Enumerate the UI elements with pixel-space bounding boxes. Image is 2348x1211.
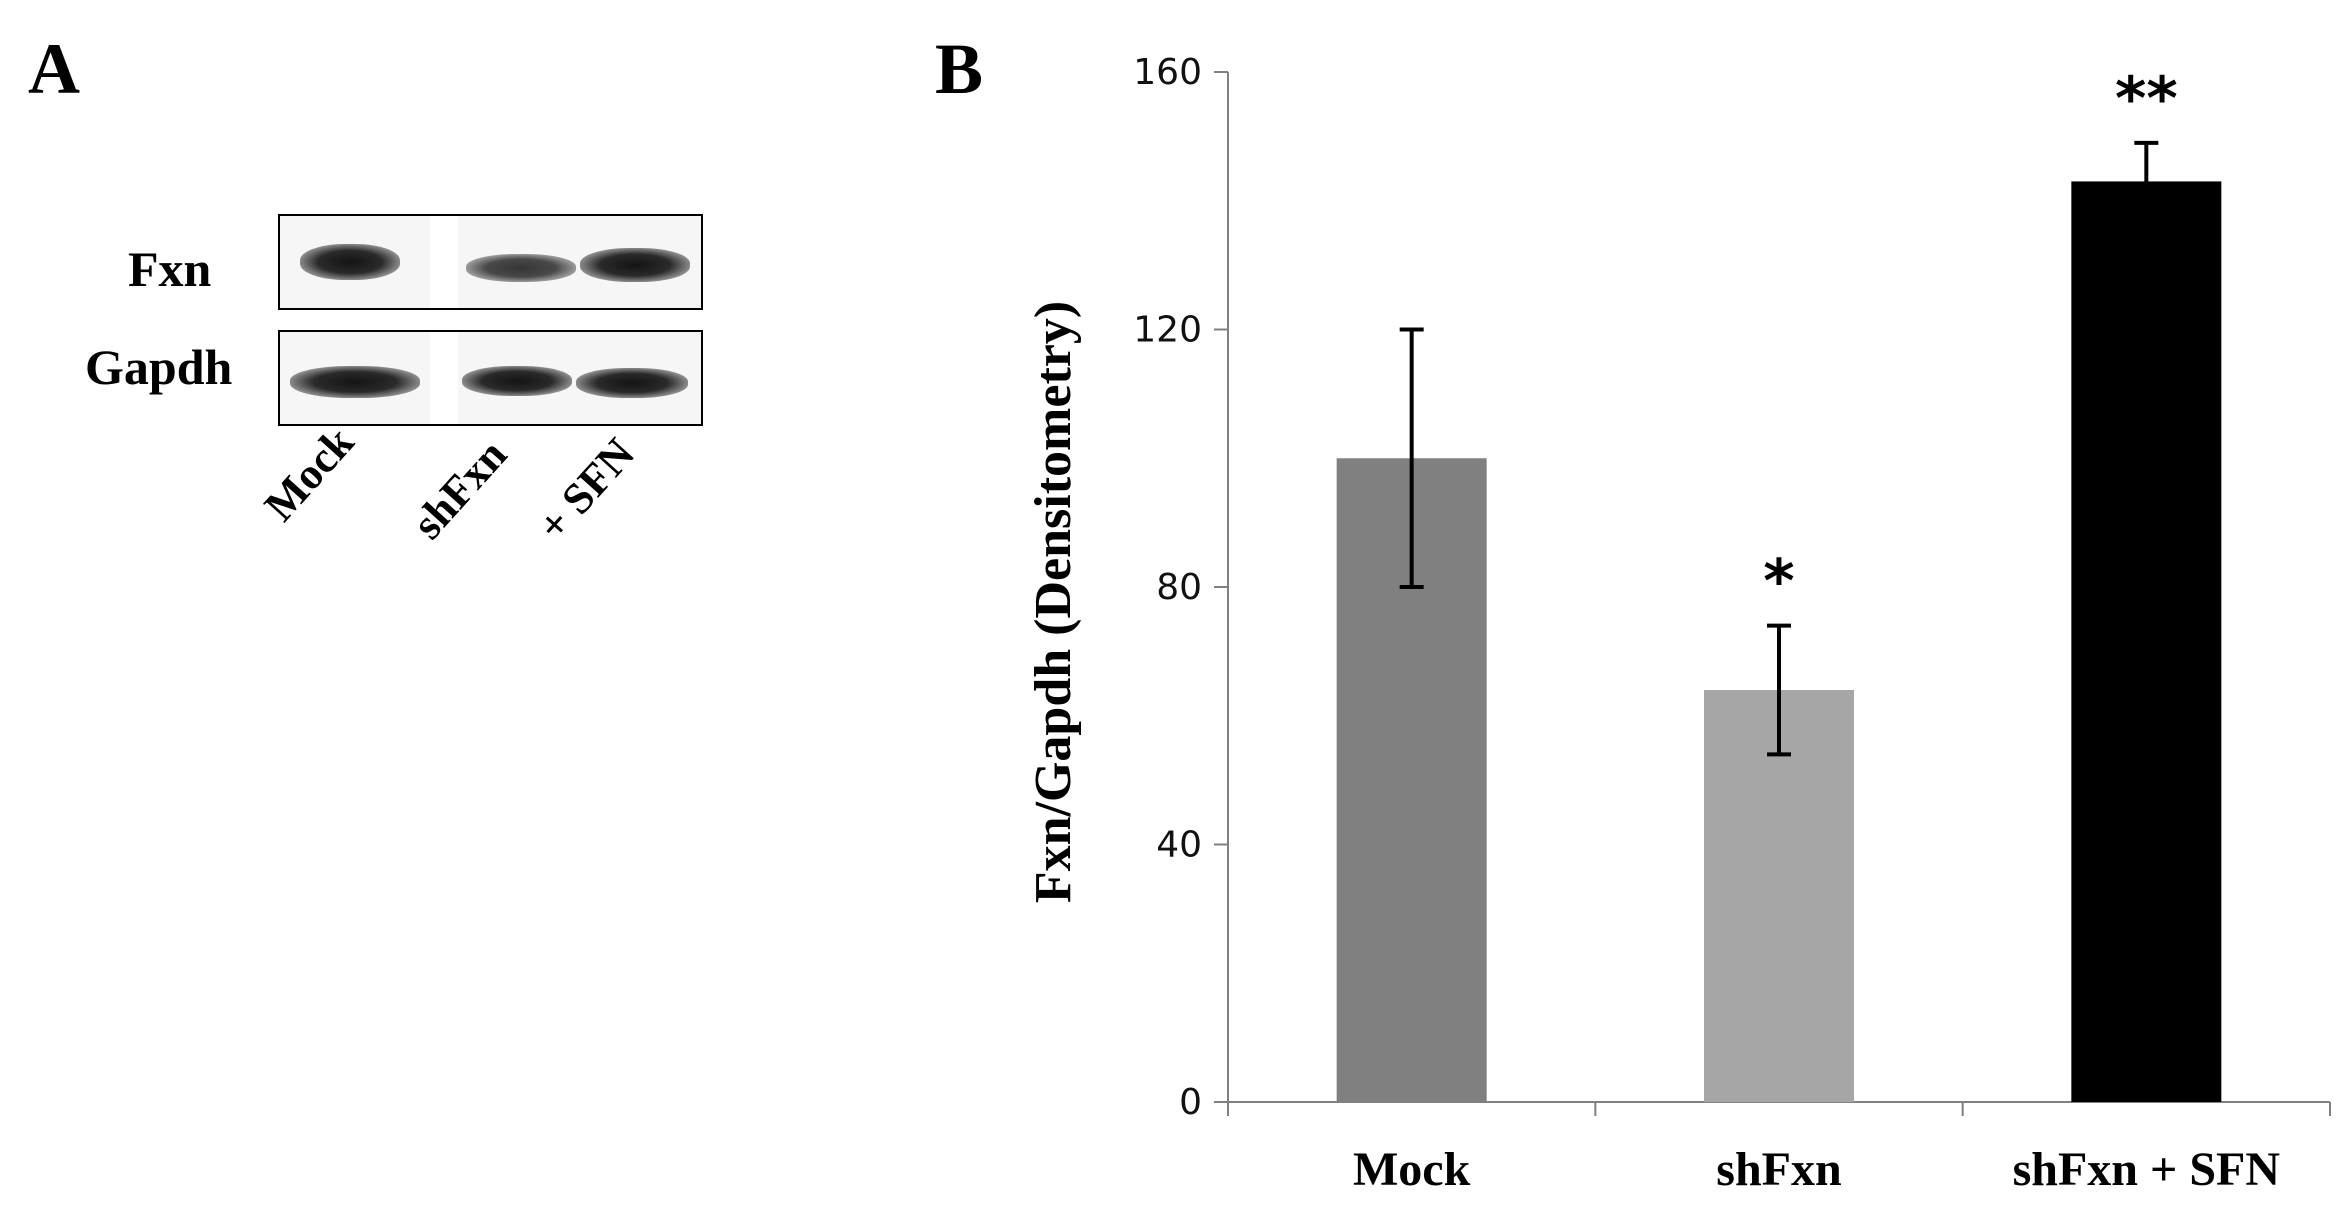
chart-labels: Mock * shFxn ** shFxn + SFN: [1353, 64, 2280, 1196]
bar-shfxn: [1704, 690, 1854, 1102]
x-category-label: shFxn: [1716, 1143, 1841, 1196]
y-tick-label: 160: [1133, 52, 1202, 93]
blot-band-gapdh-mock: [290, 366, 420, 398]
blot-band-gapdh-sfn: [576, 368, 688, 398]
blot-gapdh-strip: [278, 330, 703, 426]
chart-bars: [1336, 140, 2222, 1102]
blot-lane-gap: [430, 332, 458, 424]
y-tick-label: 120: [1133, 310, 1202, 351]
bar-shfxn-sfn: [2071, 181, 2222, 1102]
blot-band-fxn-shfxn: [466, 254, 576, 282]
blot-fxn-strip: [278, 214, 703, 310]
y-axis-label: Fxn/Gapdh (Densitometry): [1025, 301, 1082, 903]
blot-lane-gap: [430, 216, 458, 308]
blot-row-label-gapdh: Gapdh: [85, 339, 233, 395]
panel-b-letter: B: [935, 29, 984, 109]
x-category-label: Mock: [1353, 1143, 1471, 1196]
y-tick-label: 40: [1156, 825, 1202, 866]
y-tick-label: 80: [1156, 567, 1202, 608]
panel-a-letter: A: [28, 29, 80, 109]
blot-row-label-fxn: Fxn: [128, 241, 212, 297]
significance-marker: **: [2115, 64, 2178, 134]
significance-marker: *: [1763, 547, 1794, 617]
blot-band-gapdh-shfxn: [462, 366, 572, 396]
blot-band-fxn-mock: [300, 244, 400, 280]
blot-band-fxn-sfn: [580, 248, 690, 282]
y-tick-label: 0: [1179, 1082, 1202, 1123]
x-category-label: shFxn + SFN: [2013, 1143, 2281, 1196]
